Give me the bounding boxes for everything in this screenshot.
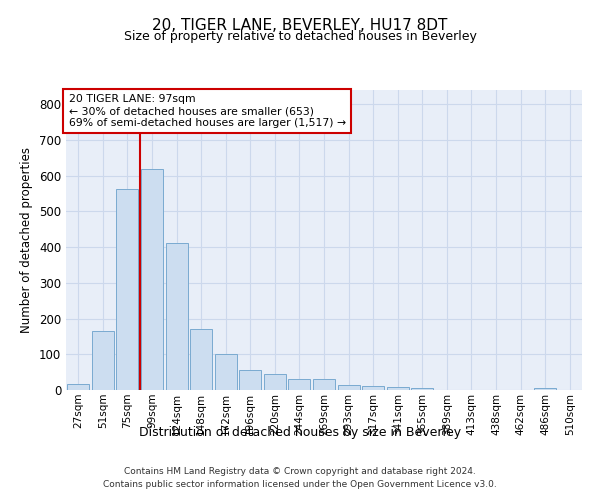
Bar: [313, 378, 335, 390]
Text: Size of property relative to detached houses in Beverley: Size of property relative to detached ho…: [124, 30, 476, 43]
Y-axis label: Number of detached properties: Number of detached properties: [20, 147, 34, 333]
Text: 20, TIGER LANE, BEVERLEY, HU17 8DT: 20, TIGER LANE, BEVERLEY, HU17 8DT: [152, 18, 448, 32]
Bar: [239, 370, 262, 390]
Bar: [534, 388, 556, 390]
Text: Contains public sector information licensed under the Open Government Licence v3: Contains public sector information licen…: [103, 480, 497, 489]
Bar: [67, 384, 89, 390]
Bar: [190, 330, 212, 390]
Bar: [215, 354, 237, 390]
Bar: [92, 331, 114, 390]
Bar: [116, 189, 139, 390]
Bar: [338, 384, 359, 390]
Bar: [141, 170, 163, 390]
Bar: [411, 388, 433, 390]
Text: Distribution of detached houses by size in Beverley: Distribution of detached houses by size …: [139, 426, 461, 439]
Bar: [289, 378, 310, 390]
Bar: [264, 374, 286, 390]
Bar: [362, 386, 384, 390]
Bar: [386, 387, 409, 390]
Text: Contains HM Land Registry data © Crown copyright and database right 2024.: Contains HM Land Registry data © Crown c…: [124, 467, 476, 476]
Bar: [166, 242, 188, 390]
Text: 20 TIGER LANE: 97sqm
← 30% of detached houses are smaller (653)
69% of semi-deta: 20 TIGER LANE: 97sqm ← 30% of detached h…: [68, 94, 346, 128]
